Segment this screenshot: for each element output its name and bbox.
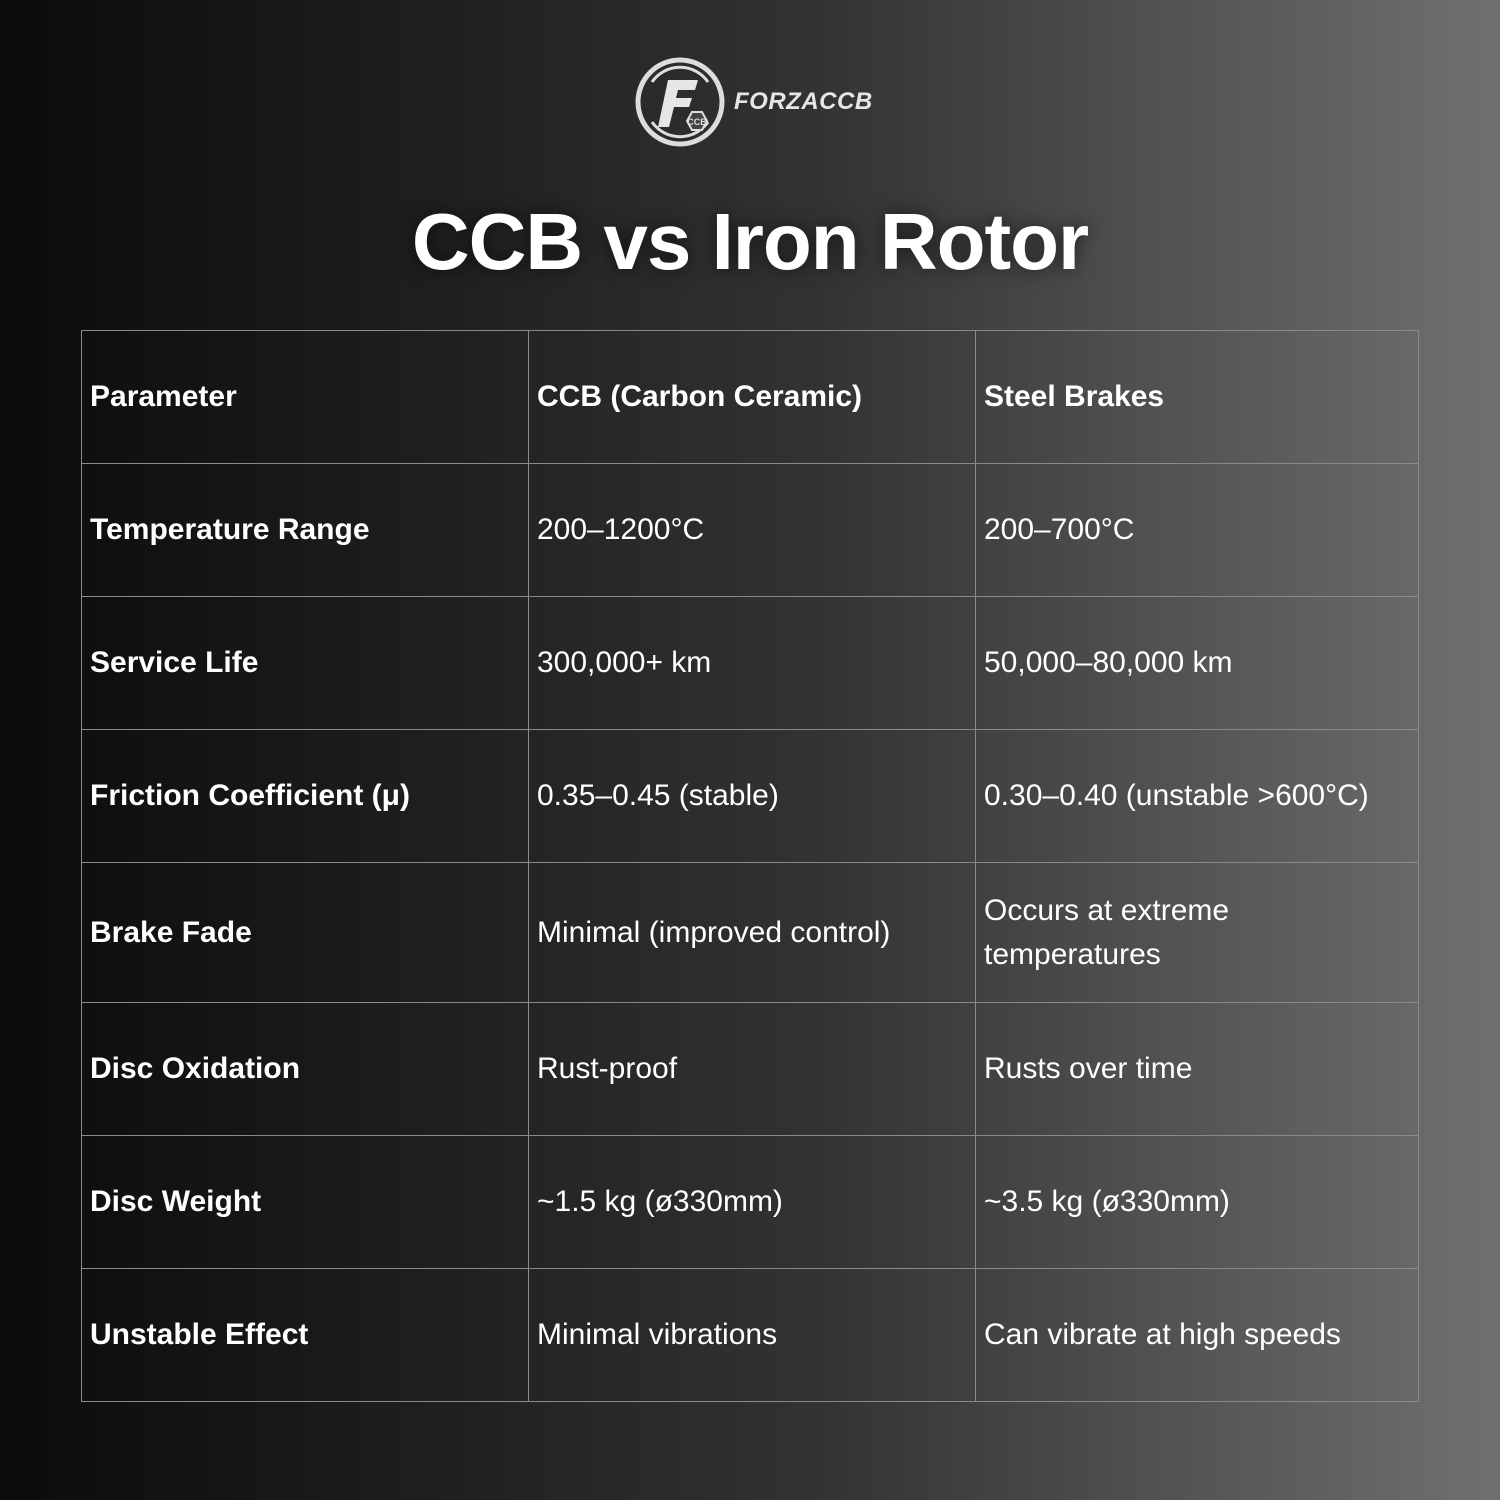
table-row: Service Life 300,000+ km 50,000–80,000 k… [81,596,1419,730]
steel-cell: 0.30–0.40 (unstable >600°C) [975,729,1419,863]
page-title: CCB vs Iron Rotor [411,197,1089,286]
parameter-cell: Disc Oxidation [81,1002,529,1136]
table-header-row: Parameter CCB (Carbon Ceramic) Steel Bra… [81,330,1419,464]
steel-cell: Rusts over time [975,1002,1419,1136]
parameter-cell: Friction Coefficient (μ) [81,729,529,863]
ccb-cell: Minimal (improved control) [528,862,976,1003]
ccb-cell: Minimal vibrations [528,1268,976,1402]
steel-cell: 200–700°C [975,463,1419,597]
ccb-cell: Rust-proof [528,1002,976,1136]
brand-logo: CCB FORZACCB [632,52,873,152]
ccb-cell: 300,000+ km [528,596,976,730]
steel-cell: ~3.5 kg (ø330mm) [975,1135,1419,1269]
ccb-cell: 200–1200°C [528,463,976,597]
ccb-cell: 0.35–0.45 (stable) [528,729,976,863]
header-cell: CCB (Carbon Ceramic) [528,330,976,464]
brand-name: FORZACCB [734,88,873,115]
parameter-cell: Unstable Effect [81,1268,529,1402]
table-row: Unstable Effect Minimal vibrations Can v… [81,1268,1419,1402]
steel-cell: Occurs at extreme temperatures [975,862,1419,1003]
parameter-cell: Temperature Range [81,463,529,597]
table-row: Brake Fade Minimal (improved control) Oc… [81,862,1419,1003]
forzaccb-logo-icon: CCB [635,57,725,147]
table-row: Disc Oxidation Rust-proof Rusts over tim… [81,1002,1419,1136]
table-row: Disc Weight ~1.5 kg (ø330mm) ~3.5 kg (ø3… [81,1135,1419,1269]
header-cell: Parameter [81,330,529,464]
table-row: Friction Coefficient (μ) 0.35–0.45 (stab… [81,729,1419,863]
steel-cell: Can vibrate at high speeds [975,1268,1419,1402]
steel-cell: 50,000–80,000 km [975,596,1419,730]
comparison-table: Parameter CCB (Carbon Ceramic) Steel Bra… [81,330,1419,1402]
parameter-cell: Service Life [81,596,529,730]
table-row: Temperature Range 200–1200°C 200–700°C [81,463,1419,597]
parameter-cell: Brake Fade [81,862,529,1003]
header-cell: Steel Brakes [975,330,1419,464]
ccb-cell: ~1.5 kg (ø330mm) [528,1135,976,1269]
parameter-cell: Disc Weight [81,1135,529,1269]
svg-text:CCB: CCB [687,117,707,127]
